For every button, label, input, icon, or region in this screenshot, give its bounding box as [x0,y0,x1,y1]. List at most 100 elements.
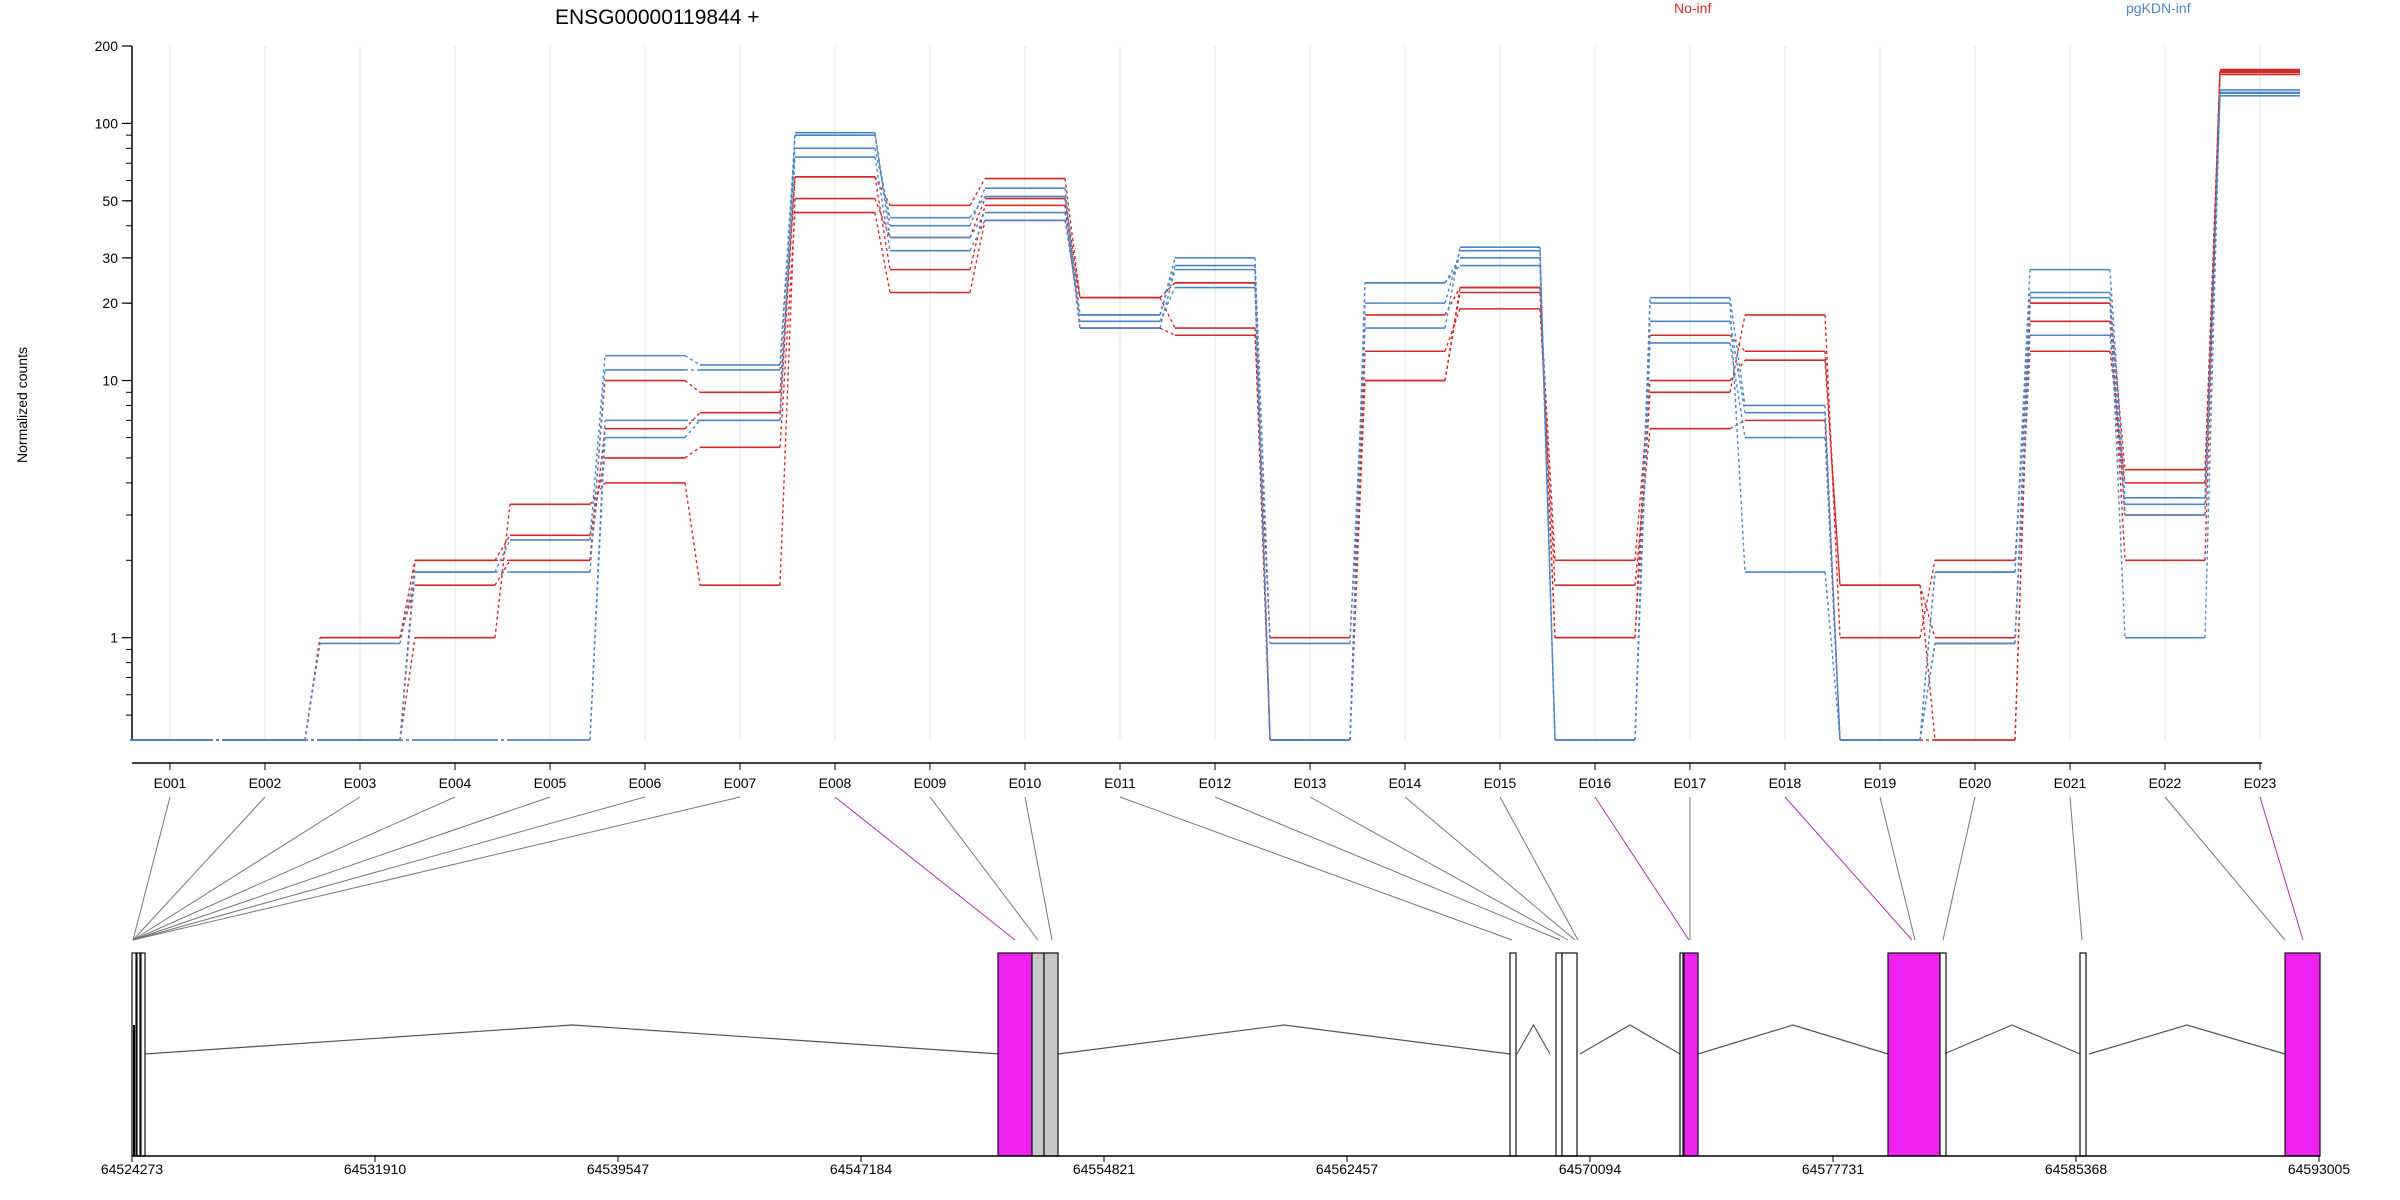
x-tick-label-e003: E003 [344,775,377,791]
series-connector [304,643,321,741]
series-connector [2014,335,2031,644]
series-connector [779,132,796,421]
intron [1516,1023,1551,1055]
series-connector [1634,392,1651,638]
exon-connector [2259,796,2304,941]
series-connector [1539,308,1556,586]
series-connector [1729,342,1746,438]
exon-connector [1024,796,1053,941]
series-connector [1919,585,1936,741]
series-connector [494,534,511,561]
x-tick-label-e013: E013 [1294,775,1327,791]
intron [1057,1024,1511,1055]
exon-connector [1784,796,1913,941]
series-connector [779,148,796,370]
exon-box [136,952,141,1157]
series-connector [684,419,701,439]
series-connector [1064,220,1081,316]
series-connector [589,428,606,561]
genome-tick-label: 64554821 [1073,1161,1136,1177]
exon-connector [834,796,1016,941]
exon-connector [132,796,551,941]
genome-tick-label: 64585368 [2045,1161,2108,1177]
series-connector [1634,428,1651,586]
series-connector [494,539,511,573]
series-connector [1634,335,1651,638]
series-connector [2109,297,2126,638]
series-connector [399,560,416,638]
series-connector [589,369,606,573]
series-connector [1159,287,1176,322]
exon-box [1679,952,1684,1157]
exon-box [2284,952,2321,1157]
series-connector [1159,297,1176,329]
series-connector [684,412,701,430]
gene-model [131,952,2321,1157]
exon-connector [1594,796,1690,941]
series-connector [1349,380,1366,741]
series-connector [1634,342,1651,741]
exon-connector [132,796,456,941]
series-connector [494,504,511,638]
series-connector [2109,335,2126,505]
series-connector [2014,297,2031,644]
genome-tick-label: 64524273 [101,1161,164,1177]
series-connector [589,437,606,741]
series-connector [874,176,891,270]
x-tick-label-e011: E011 [1104,775,1136,791]
series-connector [1349,328,1366,644]
genome-axis: 64524273 64531910 64539547 64547184 64554821… [101,1155,2350,1177]
series-connector [684,482,701,586]
series-connector [2109,292,2126,516]
series-connector [2109,351,2126,483]
series-connector [2204,89,2221,638]
x-tick-label-e010: E010 [1009,775,1042,791]
x-tick-label-e001: E001 [154,775,187,791]
x-tick-label-e015: E015 [1484,775,1517,791]
axes [131,46,2262,764]
series-connector [1444,308,1461,352]
y-axis-label: Normalized counts [14,347,30,463]
x-tick-label-e014: E014 [1389,775,1422,791]
y-tick-label: 30 [102,250,118,266]
intron [2088,1024,2286,1055]
exon-connector [1942,796,1976,941]
exon-connector [2164,796,2286,941]
genome-tick-label: 64547184 [830,1161,893,1177]
chart-title: ENSG00000119844 + [555,6,760,29]
exon-connector [1214,796,1561,941]
exon-box [997,952,1033,1157]
series-connector [684,355,701,366]
y-tick-label: 100 [95,115,119,131]
series-connector [2014,303,2031,741]
intron [1697,1024,1889,1055]
series-connector [1064,178,1081,298]
exon-connector [1879,796,1916,941]
y-ticks: 1 10 20 30 50 100 200 [95,38,132,716]
exon-box [140,952,146,1157]
exon-connector [1309,796,1569,941]
exon-connector [2069,796,2083,941]
series-connector [874,198,891,238]
series-connector [1254,265,1271,741]
exon-connector [132,796,171,941]
x-tick-label-e022: E022 [2149,775,2182,791]
series-connector [1159,327,1176,336]
x-tick-label-e007: E007 [724,775,757,791]
x-tick-label-e020: E020 [1959,775,1992,791]
series-connector [2204,93,2221,505]
exon-mark [133,1025,135,1156]
series-connector [1539,265,1556,741]
series-connector [304,637,321,741]
intron [144,1024,1001,1055]
y-tick-label: 50 [102,193,118,209]
x-tick-label-e009: E009 [914,775,947,791]
genome-tick-label: 64539547 [587,1161,650,1177]
series-connector [874,212,891,293]
x-ticks: E001 E002 E003 E004 E005 E006 E007 E008 E009 E010… [154,763,2277,791]
series-connector [1539,287,1556,638]
series-connector [1444,250,1461,304]
series-connector [2109,269,2126,498]
x-tick-label-e008: E008 [819,775,852,791]
exon-connector [132,796,741,941]
